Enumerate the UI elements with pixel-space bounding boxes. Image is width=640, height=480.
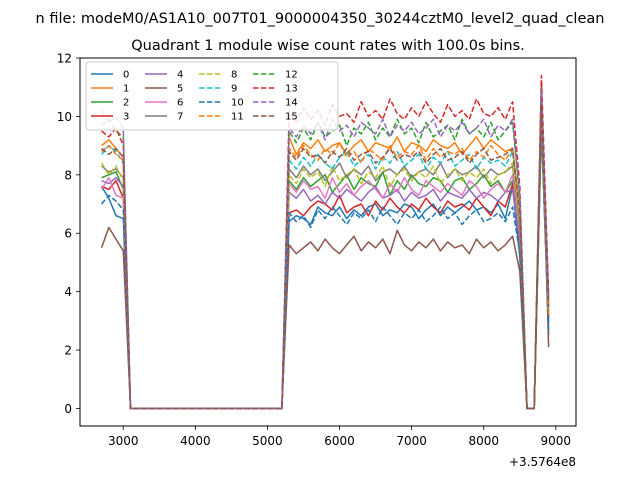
legend-label-13: 13 [285,84,298,95]
legend-label-11: 11 [231,112,244,123]
y-tick-label: 6 [64,227,72,241]
y-tick-label: 4 [64,285,72,299]
legend-label-2: 2 [123,98,129,109]
legend-label-15: 15 [285,112,298,123]
plot-area [100,74,550,410]
x-axis: 3000 4000 5000 6000 7000 8000 9000 [108,426,571,448]
legend-label-0: 0 [123,70,129,81]
figure-suptitle: n file: modeM0/AS1A10_007T01_9000004350_… [36,11,605,27]
y-tick-label: 10 [57,110,72,124]
legend-label-3: 3 [123,112,129,123]
series-line-15 [101,103,550,410]
series-line-10 [101,124,550,410]
legend-label-9: 9 [231,84,237,95]
legend-label-12: 12 [285,70,298,81]
x-tick-label: 7000 [396,434,427,448]
legend-label-14: 14 [285,98,298,109]
legend-label-5: 5 [177,84,183,95]
legend-label-6: 6 [177,98,183,109]
x-tick-label: 3000 [108,434,139,448]
x-tick-label: 4000 [180,434,211,448]
series-line-14 [100,89,550,410]
series-line-8 [100,115,550,410]
legend-label-8: 8 [231,70,237,81]
y-tick-label: 12 [57,52,72,66]
legend-label-10: 10 [231,98,244,109]
legend-label-7: 7 [177,112,183,123]
y-tick-label: 8 [64,168,72,182]
x-offset-label: +3.5764e8 [509,455,576,469]
legend-box [85,61,339,131]
legend-label-4: 4 [177,70,183,81]
legend-label-1: 1 [123,84,129,95]
x-tick-label: 9000 [541,434,572,448]
axes-frame [79,57,577,427]
x-tick-label: 6000 [324,434,355,448]
chart-title: Quadrant 1 module wise count rates with … [131,38,525,54]
x-tick-label: 8000 [468,434,499,448]
y-tick-label: 0 [64,402,72,416]
x-tick-label: 5000 [252,434,283,448]
y-axis: 0 2 4 6 8 10 12 [57,52,80,416]
y-tick-label: 2 [64,344,72,358]
